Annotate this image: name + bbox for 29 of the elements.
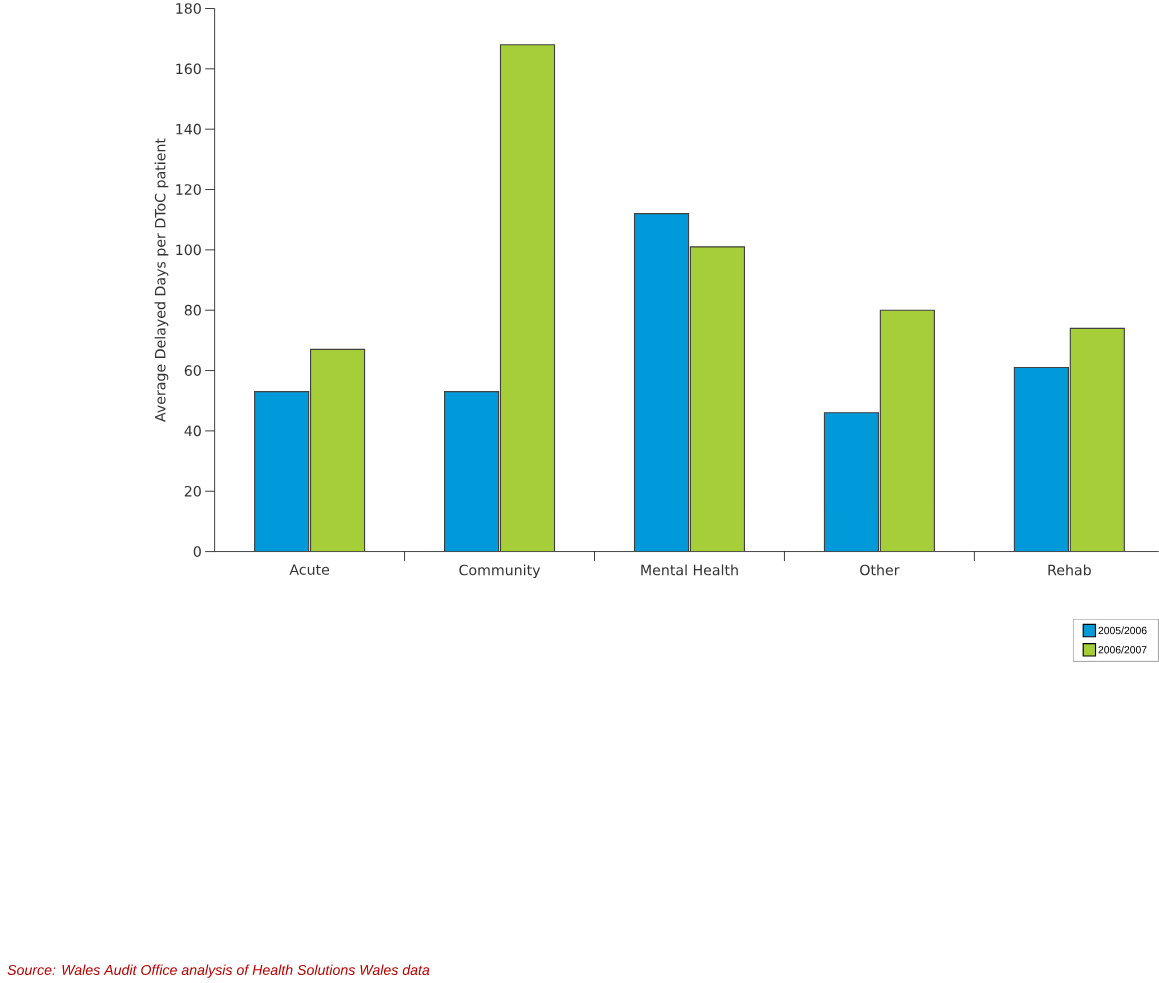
bar — [823, 412, 880, 552]
x-tick-label: Mental Health — [641, 564, 738, 576]
bar — [309, 348, 366, 552]
bar — [689, 246, 746, 552]
x-tick-label: Acute — [289, 564, 330, 575]
y-tick-label: 100 — [176, 244, 201, 256]
y-tick-label: 80 — [184, 304, 201, 316]
legend-label: 2006/2007 — [1098, 645, 1147, 654]
y-tick-label: 60 — [184, 365, 201, 376]
y-tick-label: 120 — [176, 184, 201, 195]
bar — [879, 309, 935, 552]
y-tick-label: 0 — [193, 546, 201, 557]
y-tick-label: 160 — [176, 63, 201, 75]
y-tick-label: 180 — [176, 3, 201, 14]
bar — [1069, 327, 1125, 552]
bar — [444, 391, 500, 552]
x-tick-label: Other — [860, 564, 900, 576]
bar — [1013, 366, 1069, 552]
source-note: Source: Wales Audit Office analysis of Health Solutions Wales data — [7, 964, 430, 978]
legend-label: 2005/2006 — [1098, 626, 1147, 635]
bar — [499, 44, 556, 552]
y-axis-title: Average Delayed Days per DToC patient — [154, 138, 169, 422]
bar — [633, 213, 690, 552]
y-tick-label: 20 — [184, 485, 201, 497]
bar — [254, 391, 310, 552]
x-tick-label: Rehab — [1048, 564, 1091, 576]
y-tick-label: 140 — [176, 123, 201, 135]
x-tick-label: Community — [459, 564, 541, 579]
y-tick-label: 40 — [184, 425, 201, 437]
